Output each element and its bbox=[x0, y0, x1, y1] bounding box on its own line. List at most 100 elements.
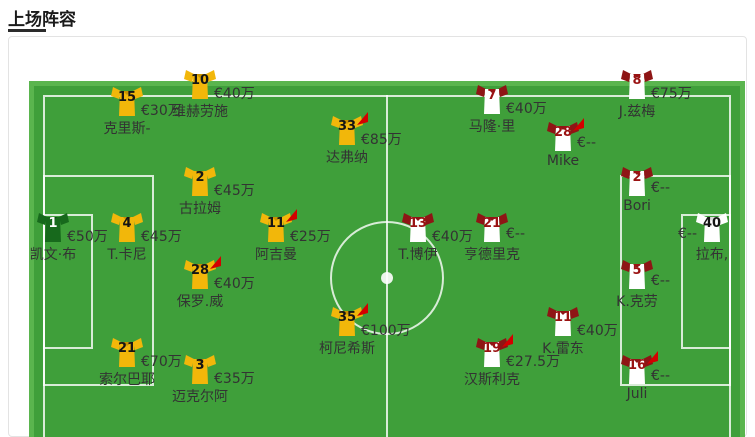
player-number: 21 bbox=[482, 216, 502, 231]
jersey-icon: 3 bbox=[184, 355, 216, 385]
player-name: Juli bbox=[626, 386, 648, 402]
player-away-11[interactable]: 11 €40万 K.雷东 bbox=[542, 307, 618, 357]
player-number: 33 bbox=[337, 119, 357, 134]
jersey-icon: 11 bbox=[260, 209, 297, 243]
player-name: 保罗.威 bbox=[176, 294, 224, 310]
player-market-value: €70万 bbox=[141, 354, 182, 370]
jersey-icon: 35 bbox=[331, 303, 368, 337]
center-spot bbox=[381, 272, 393, 284]
player-number: 2 bbox=[195, 170, 205, 185]
title-underline bbox=[8, 29, 46, 32]
player-home-1[interactable]: 1 €50万凯文·布 bbox=[30, 213, 108, 263]
jersey-icon: 40 bbox=[696, 213, 728, 243]
player-number: 21 bbox=[117, 341, 137, 356]
player-away-13[interactable]: 13 €40万 T.博伊 bbox=[398, 213, 473, 263]
jersey-icon: 2 bbox=[184, 167, 216, 197]
jersey-icon: 8 bbox=[621, 70, 653, 100]
player-number: 7 bbox=[487, 88, 497, 103]
player-number: 4 bbox=[122, 216, 132, 231]
player-away-19[interactable]: 19 €27.5万汉斯利克 bbox=[464, 334, 560, 388]
jersey-icon: 1 bbox=[37, 213, 69, 243]
player-name: 凯文·布 bbox=[29, 247, 77, 263]
jersey-icon: 11 bbox=[547, 307, 579, 337]
player-market-value: €40万 bbox=[214, 86, 255, 102]
player-market-value: €45万 bbox=[214, 183, 255, 199]
player-name: 迈克尔阿 bbox=[172, 389, 228, 405]
player-market-value: €40万 bbox=[577, 323, 618, 339]
player-number: 28 bbox=[553, 125, 573, 140]
player-name: Mike bbox=[546, 153, 580, 169]
player-name: 阿吉曼 bbox=[255, 247, 297, 263]
sub-off-icon bbox=[502, 334, 513, 347]
player-number: 11 bbox=[266, 216, 286, 231]
player-market-value: €85万 bbox=[361, 132, 402, 148]
player-name: T.卡尼 bbox=[107, 247, 147, 263]
player-home-28[interactable]: 28 €40万 保罗.威 bbox=[177, 256, 255, 310]
player-market-value: €-- bbox=[651, 368, 671, 384]
player-home-11[interactable]: 11 €25万阿吉曼 bbox=[255, 209, 331, 263]
player-away-16[interactable]: 16 €-- Juli bbox=[621, 351, 670, 402]
player-market-value: €100万 bbox=[361, 323, 411, 339]
sub-off-icon bbox=[573, 118, 584, 131]
player-away-21[interactable]: 21 €-- 亨德里克 bbox=[464, 213, 525, 263]
football-pitch bbox=[29, 81, 745, 437]
player-home-4[interactable]: 4 €45万 T.卡尼 bbox=[107, 213, 182, 263]
player-number: 10 bbox=[190, 73, 210, 88]
jersey-icon: 19 bbox=[476, 334, 513, 368]
player-market-value: €50万 bbox=[67, 229, 108, 245]
player-name: 汉斯利克 bbox=[464, 372, 520, 388]
player-name: K.雷东 bbox=[542, 341, 584, 357]
jersey-icon: 10 bbox=[184, 70, 216, 100]
player-home-15[interactable]: 15 €30万 克里斯- bbox=[103, 87, 182, 137]
pitch-lines bbox=[34, 86, 740, 437]
jersey-icon: 13 bbox=[402, 213, 434, 243]
jersey-icon: 28 bbox=[547, 118, 584, 152]
player-name: 维赫劳施 bbox=[172, 104, 228, 120]
player-market-value: €-- bbox=[506, 226, 526, 242]
player-away-8[interactable]: 8 €75万 J.兹梅 bbox=[619, 70, 692, 120]
goal-area-right bbox=[681, 214, 731, 349]
player-away-28[interactable]: 28 €-- Mike bbox=[547, 118, 596, 169]
player-market-value: €75万 bbox=[651, 86, 692, 102]
sub-off-icon bbox=[210, 256, 221, 269]
jersey-icon: 2 bbox=[621, 167, 653, 197]
page-title: 上场阵容 bbox=[8, 10, 76, 30]
player-market-value: €27.5万 bbox=[506, 354, 561, 370]
player-home-10[interactable]: 10 €40万维赫劳施 bbox=[172, 70, 255, 120]
player-name: K.克劳 bbox=[616, 294, 658, 310]
sub-off-icon bbox=[286, 209, 297, 222]
player-number: 40 bbox=[702, 216, 722, 231]
player-home-3[interactable]: 3 €35万 迈克尔阿 bbox=[172, 355, 255, 405]
player-number: 19 bbox=[482, 341, 502, 356]
player-market-value: €30万 bbox=[141, 103, 182, 119]
player-name: 古拉姆 bbox=[179, 201, 221, 217]
player-home-35[interactable]: 35 €100万 柯尼希斯 bbox=[319, 303, 411, 357]
player-market-value: €-- bbox=[577, 135, 597, 151]
player-away-2[interactable]: 2 €-- Bori bbox=[621, 167, 670, 214]
jersey-icon: 21 bbox=[476, 213, 508, 243]
player-number: 3 bbox=[195, 358, 205, 373]
jersey-icon: 7 bbox=[476, 85, 508, 115]
player-market-value: €-- bbox=[651, 273, 671, 289]
jersey-icon: 15 bbox=[111, 87, 143, 117]
player-market-value: €25万 bbox=[290, 229, 331, 245]
player-away-7[interactable]: 7 €40万 马隆·里 bbox=[469, 85, 547, 135]
center-circle bbox=[330, 221, 444, 335]
player-number: 2 bbox=[632, 170, 642, 185]
player-home-33[interactable]: 33 €85万达弗纳 bbox=[326, 112, 402, 166]
player-name: Bori bbox=[623, 198, 651, 214]
player-away-40[interactable]: 40 €-- 拉布, bbox=[678, 213, 728, 263]
player-name: 达弗纳 bbox=[326, 150, 368, 166]
jersey-icon: 33 bbox=[331, 112, 368, 146]
player-home-2[interactable]: 2 €45万古拉姆 bbox=[179, 167, 255, 217]
player-market-value: €-- bbox=[651, 180, 671, 196]
player-number: 1 bbox=[48, 216, 58, 231]
sub-off-icon bbox=[357, 303, 368, 316]
player-number: 15 bbox=[117, 90, 137, 105]
player-away-5[interactable]: 5 €-- K.克劳 bbox=[616, 260, 670, 310]
player-home-21[interactable]: 21 €70万 索尔巴耶 bbox=[99, 338, 182, 388]
jersey-icon: 28 bbox=[184, 256, 221, 290]
player-number: 5 bbox=[632, 263, 642, 278]
player-market-value: €-- bbox=[677, 226, 697, 242]
